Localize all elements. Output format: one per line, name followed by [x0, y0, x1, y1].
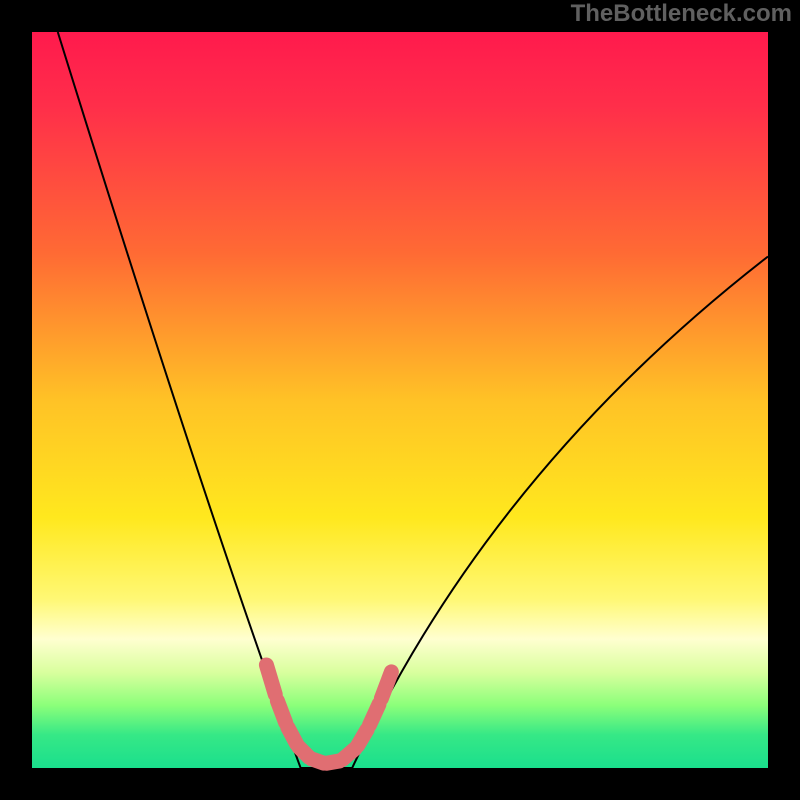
marker-segment [266, 665, 275, 694]
bottleneck-chart [0, 0, 800, 800]
marker-segment [370, 704, 379, 725]
marker-segment [381, 672, 391, 698]
gradient-plot-area [32, 32, 768, 768]
watermark-text: TheBottleneck.com [571, 0, 792, 28]
marker-segment [358, 730, 367, 746]
marker-segment [277, 701, 285, 723]
stage: TheBottleneck.com [0, 0, 800, 800]
